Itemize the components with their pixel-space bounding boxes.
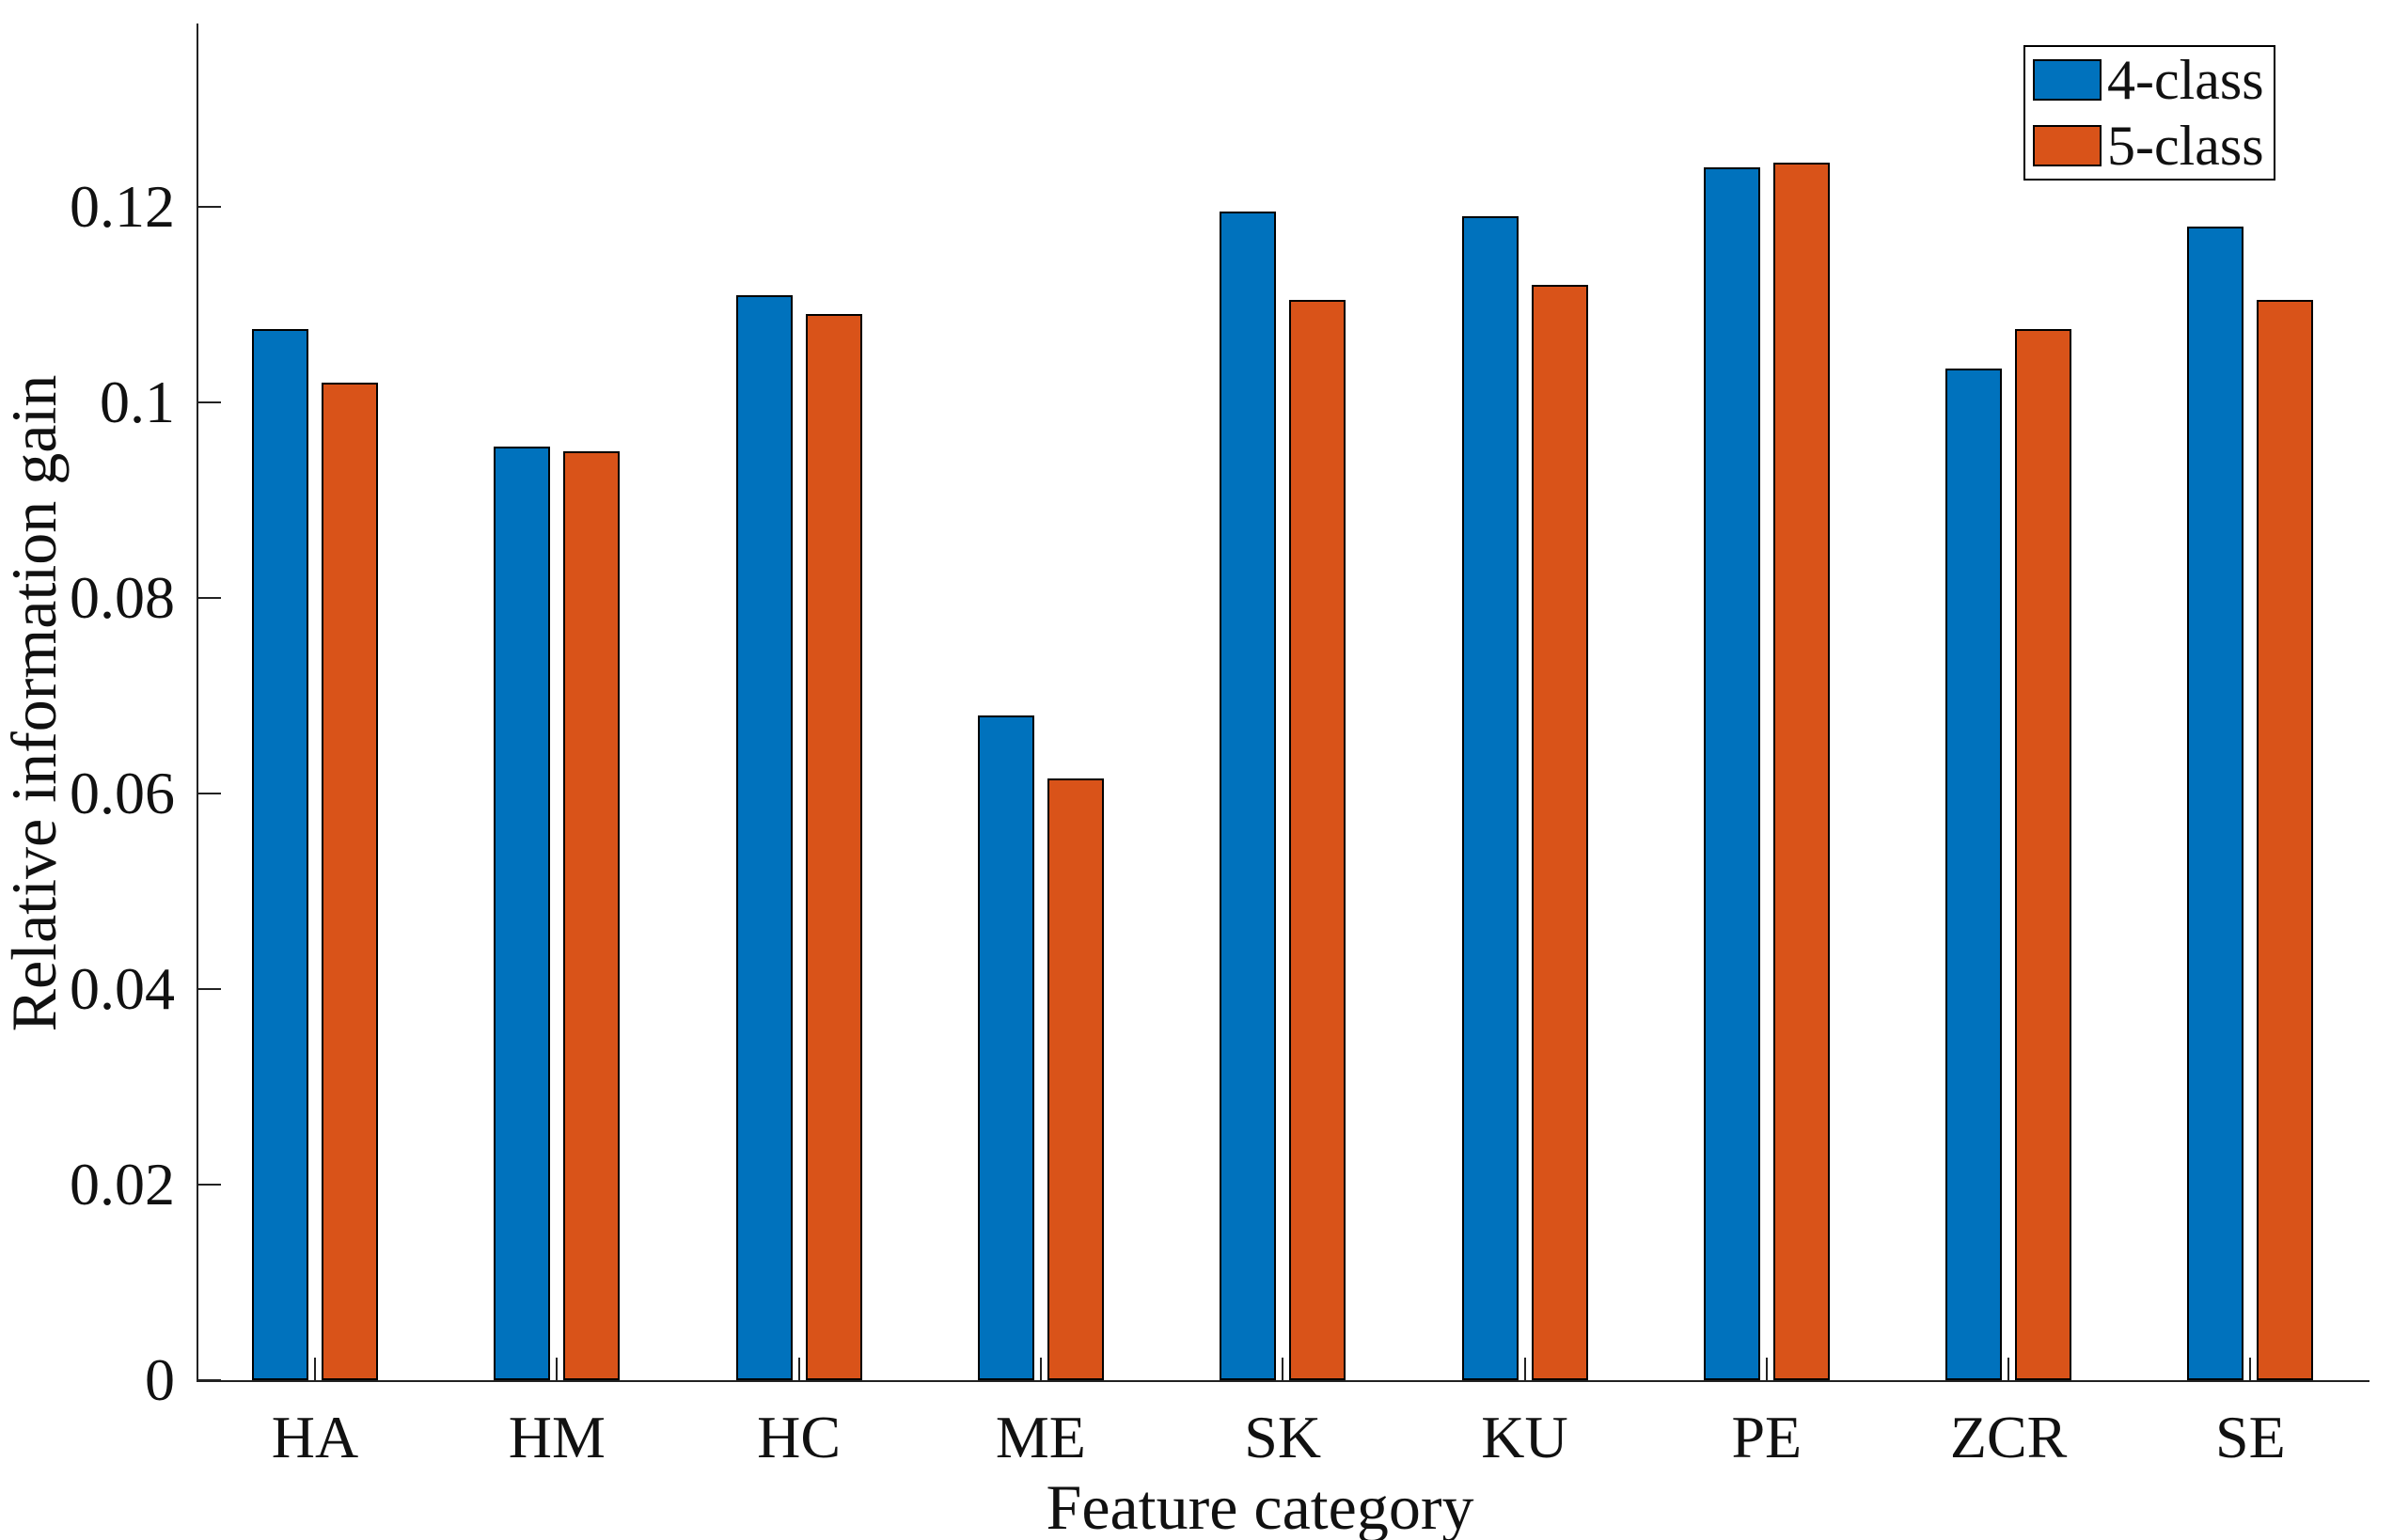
y-tick-label: 0.1	[100, 369, 175, 435]
x-tick	[1523, 1358, 1526, 1380]
bar-5-class-PE	[1772, 163, 1830, 1380]
bar-4-class-HA	[252, 329, 308, 1380]
y-tick-label: 0	[145, 1346, 175, 1413]
bar-4-class-PE	[1703, 167, 1760, 1380]
y-tick	[198, 793, 221, 794]
y-tick-label: 0.12	[70, 173, 175, 240]
legend-item-4-class: 4-class	[2033, 47, 2274, 113]
y-tick-label: 0.02	[70, 1151, 175, 1218]
x-tick-label: HA	[271, 1404, 359, 1470]
x-tick	[314, 1358, 316, 1380]
y-tick	[198, 1379, 221, 1381]
legend-swatch-5-class	[2033, 125, 2102, 166]
bar-5-class-ME	[1047, 778, 1104, 1380]
x-tick	[1039, 1358, 1042, 1380]
bar-4-class-ME	[977, 715, 1034, 1380]
y-tick	[198, 206, 221, 208]
x-tick-label: ZCR	[1949, 1404, 2068, 1470]
x-tick-label: SE	[2215, 1404, 2286, 1470]
x-tick	[2007, 1358, 2010, 1380]
y-tick-label: 0.06	[70, 760, 175, 826]
y-tick	[198, 988, 221, 990]
bar-4-class-HM	[494, 446, 551, 1380]
x-tick	[556, 1358, 559, 1380]
legend-item-5-class: 5-class	[2033, 113, 2274, 179]
legend-swatch-4-class	[2033, 59, 2102, 101]
y-axis-title: Relative information gain	[0, 374, 70, 1032]
x-tick-label: HC	[757, 1404, 842, 1470]
bar-5-class-HC	[805, 314, 862, 1380]
x-tick-label: SK	[1244, 1404, 1322, 1470]
x-tick-label: ME	[995, 1404, 1086, 1470]
x-tick	[797, 1358, 800, 1380]
bar-5-class-KU	[1531, 285, 1588, 1380]
x-tick	[2249, 1358, 2252, 1380]
bar-5-class-SE	[2257, 299, 2314, 1380]
y-tick	[198, 401, 221, 403]
y-tick-label: 0.08	[70, 564, 175, 631]
x-tick	[1282, 1358, 1284, 1380]
bar-4-class-ZCR	[1945, 368, 2003, 1380]
x-tick	[1765, 1358, 1768, 1380]
bar-5-class-HA	[322, 383, 378, 1380]
x-tick-label: KU	[1481, 1404, 1568, 1470]
legend-label: 5-class	[2107, 115, 2264, 177]
y-tick	[198, 597, 221, 599]
bar-5-class-HM	[563, 451, 621, 1380]
x-axis-title: Feature category	[1046, 1471, 1474, 1540]
bar-4-class-SE	[2187, 226, 2244, 1380]
bar-4-class-SK	[1220, 212, 1277, 1380]
bar-5-class-ZCR	[2015, 329, 2072, 1380]
y-tick	[198, 1184, 221, 1186]
y-tick-label: 0.04	[70, 955, 175, 1022]
bar-4-class-KU	[1461, 216, 1519, 1380]
x-tick-label: PE	[1731, 1404, 1803, 1470]
bar-4-class-HC	[735, 294, 793, 1380]
legend-label: 4-class	[2107, 49, 2264, 111]
x-tick-label: HM	[508, 1404, 606, 1470]
y-axis-line	[197, 24, 198, 1382]
legend: 4-class 5-class	[2023, 45, 2275, 181]
bar-5-class-SK	[1289, 299, 1346, 1380]
x-axis-line	[197, 1380, 2369, 1382]
